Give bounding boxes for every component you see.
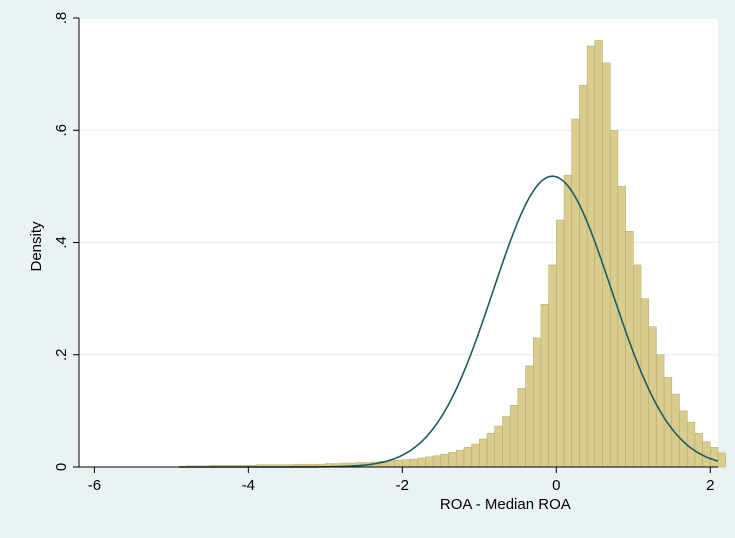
histogram-bar xyxy=(486,433,495,468)
histogram-bar xyxy=(579,85,588,468)
histogram-bar xyxy=(494,425,503,468)
x-tick-label: -4 xyxy=(242,477,255,494)
x-axis-label: ROA - Median ROA xyxy=(440,496,571,513)
histogram-bar xyxy=(448,452,457,468)
histogram-bar xyxy=(710,447,719,468)
histogram-bar xyxy=(563,174,572,468)
histogram-bar xyxy=(586,45,596,468)
histogram-bar xyxy=(463,447,472,468)
y-tick-label: .2 xyxy=(53,348,70,361)
y-tick-label: .4 xyxy=(53,236,70,249)
histogram-bar xyxy=(702,441,711,468)
y-axis-ticks: 0 .2 .4 .6 .8 xyxy=(53,12,79,471)
histogram-bar xyxy=(432,455,442,468)
histogram-bar xyxy=(532,337,542,468)
histogram-bar xyxy=(455,449,465,468)
histogram-bar xyxy=(479,438,488,468)
y-tick-label: .8 xyxy=(53,12,70,25)
y-axis-label: Density xyxy=(28,221,45,272)
x-tick-label: -2 xyxy=(396,477,409,494)
histogram-bar xyxy=(409,458,418,468)
histogram-bar xyxy=(502,416,511,468)
histogram-bar xyxy=(717,452,726,468)
histogram-bar xyxy=(571,118,580,468)
histogram-bar xyxy=(540,303,549,468)
x-tick-label: 2 xyxy=(706,477,714,494)
histogram-bar xyxy=(509,405,519,468)
histogram-bar xyxy=(394,460,403,468)
histogram-bar xyxy=(386,460,395,468)
x-tick-label: -6 xyxy=(88,477,101,494)
histogram-bar xyxy=(425,456,434,468)
histogram-bar xyxy=(417,457,426,468)
x-tick-label: 0 xyxy=(552,477,560,494)
histogram-bar xyxy=(525,365,534,468)
histogram-bar xyxy=(402,459,411,468)
histogram-bar xyxy=(640,298,649,468)
y-tick-label: .6 xyxy=(53,124,70,137)
x-axis-ticks: -6 -4 -2 0 2 xyxy=(88,467,714,494)
histogram-bar xyxy=(556,219,565,468)
histogram-bar xyxy=(686,421,696,468)
histogram-bar xyxy=(471,443,480,468)
histogram-bar xyxy=(517,388,526,468)
histogram-bar xyxy=(694,433,703,468)
histogram-bar xyxy=(548,264,557,468)
histogram-bar xyxy=(440,453,449,468)
y-tick-label: 0 xyxy=(53,463,70,471)
histogram-bar xyxy=(633,264,642,468)
